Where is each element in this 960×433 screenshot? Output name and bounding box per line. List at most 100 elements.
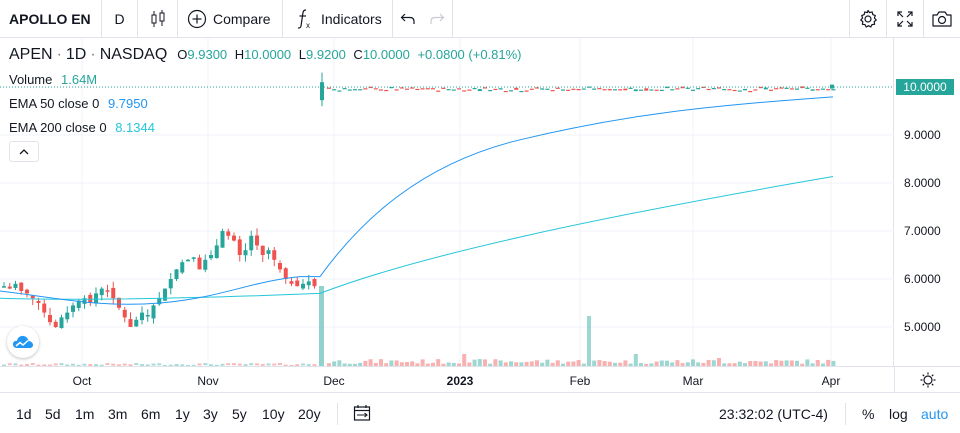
candle-body [659, 89, 664, 91]
volume-bar [810, 363, 815, 366]
interval-button[interactable]: D [102, 0, 138, 38]
go-to-date-button[interactable] [353, 404, 371, 425]
legend-volume[interactable]: Volume 1.64M [9, 72, 98, 87]
candle-body [545, 88, 550, 90]
toolbar-right-group [849, 0, 960, 38]
volume-bar [151, 363, 156, 366]
range-1m[interactable]: 1m [75, 406, 95, 422]
time-axis[interactable]: Oct Nov Dec 2023 Feb Mar Apr [0, 366, 960, 393]
top-toolbar: APOLLO EN D Compare x Indicators [0, 0, 960, 38]
volume-bar [581, 363, 586, 366]
legend-ema50[interactable]: EMA 50 close 0 9.7950 [9, 96, 148, 111]
candle-body [555, 87, 560, 89]
legend-ema200[interactable]: EMA 200 close 0 8.1344 [9, 120, 155, 135]
range-1y[interactable]: 1y [175, 406, 190, 422]
candle-body [301, 283, 305, 289]
candle-body [805, 87, 810, 89]
volume-bar [122, 363, 127, 366]
volume-bar [607, 361, 612, 366]
volume-bar [451, 362, 456, 366]
legend-ema200-value: 8.1344 [115, 120, 155, 135]
fullscreen-button[interactable] [886, 0, 923, 38]
redo-icon[interactable] [429, 12, 445, 26]
candle-body [441, 87, 446, 89]
range-3m[interactable]: 3m [108, 406, 128, 422]
candle-body [410, 87, 415, 89]
range-3y[interactable]: 3y [203, 406, 218, 422]
candle-body [472, 88, 477, 90]
volume-bar [363, 360, 368, 366]
candle-body [30, 295, 35, 299]
volume-bar [529, 361, 534, 366]
candle-body [436, 90, 441, 92]
candle-body [420, 88, 425, 90]
legend-collapse-button[interactable] [9, 141, 39, 162]
candle-body [180, 262, 185, 273]
last-price-label: 10.0000 [903, 80, 947, 94]
volume-bar [368, 359, 373, 366]
compare-button[interactable]: Compare [178, 0, 283, 38]
candle-body [209, 255, 213, 259]
log-toggle[interactable]: log [889, 406, 908, 422]
range-6m[interactable]: 6m [141, 406, 161, 422]
legend-ticker[interactable]: APEN [9, 46, 53, 63]
candle-body [312, 279, 317, 287]
range-20y[interactable]: 20y [298, 406, 321, 422]
x-tick-label: Feb [570, 374, 591, 388]
volume-bar [696, 362, 701, 366]
volume-bar [545, 359, 550, 366]
volume-bar [301, 363, 305, 366]
chart-type-button[interactable] [138, 0, 178, 38]
candle-body [272, 250, 277, 260]
undo-icon[interactable] [400, 12, 416, 26]
candle-body [477, 89, 482, 92]
symbol-search-button[interactable]: APOLLO EN [0, 0, 102, 38]
indicators-button[interactable]: x Indicators [283, 0, 393, 38]
auto-toggle[interactable]: auto [921, 406, 949, 422]
volume-bar [191, 364, 196, 366]
candle-body [122, 309, 127, 318]
clock-time[interactable]: 23:32:02 (UTC-4) [719, 406, 828, 422]
candle-body [25, 289, 29, 294]
volume-bar [272, 363, 277, 366]
volume-bar [105, 363, 110, 366]
volume-bar [399, 362, 404, 366]
time-axis-settings[interactable] [894, 367, 960, 393]
volume-bar [420, 359, 425, 366]
volume-bar [654, 361, 659, 366]
logo-badge[interactable] [7, 326, 39, 358]
volume-bar [384, 363, 389, 366]
candle-body [670, 89, 675, 91]
indicators-fx-icon: x [297, 8, 310, 30]
candle-body [2, 286, 6, 288]
candle-body [94, 293, 98, 304]
camera-icon [932, 11, 952, 27]
y-tick-label: 5.0000 [904, 320, 941, 334]
candle-body [13, 283, 18, 288]
price-axis[interactable]: 9.0000 8.0000 7.0000 6.0000 5.0000 10.0000 [894, 38, 960, 366]
candle-body [727, 89, 732, 91]
screenshot-button[interactable] [923, 0, 960, 38]
volume-bar [7, 363, 12, 366]
candle-body [649, 89, 654, 91]
candle-body [389, 87, 394, 89]
candle-body [373, 88, 378, 90]
legend-close: 10.0000 [362, 47, 410, 62]
candle-body [529, 88, 534, 90]
range-10y[interactable]: 10y [262, 406, 285, 422]
candle-body [191, 257, 196, 259]
volume-bar [140, 364, 144, 366]
settings-button[interactable] [849, 0, 886, 38]
candle-body [680, 86, 685, 89]
volume-bar [613, 362, 617, 366]
range-1d[interactable]: 1d [16, 406, 32, 422]
price-chart[interactable] [0, 38, 894, 366]
range-5d[interactable]: 5d [45, 406, 61, 422]
volume-bar [36, 364, 41, 366]
range-5y[interactable]: 5y [232, 406, 247, 422]
candle-body [266, 250, 271, 254]
percent-toggle[interactable]: % [862, 406, 875, 422]
candle-body [566, 89, 571, 91]
candle-body [368, 86, 373, 89]
chart-pane[interactable] [0, 38, 894, 366]
